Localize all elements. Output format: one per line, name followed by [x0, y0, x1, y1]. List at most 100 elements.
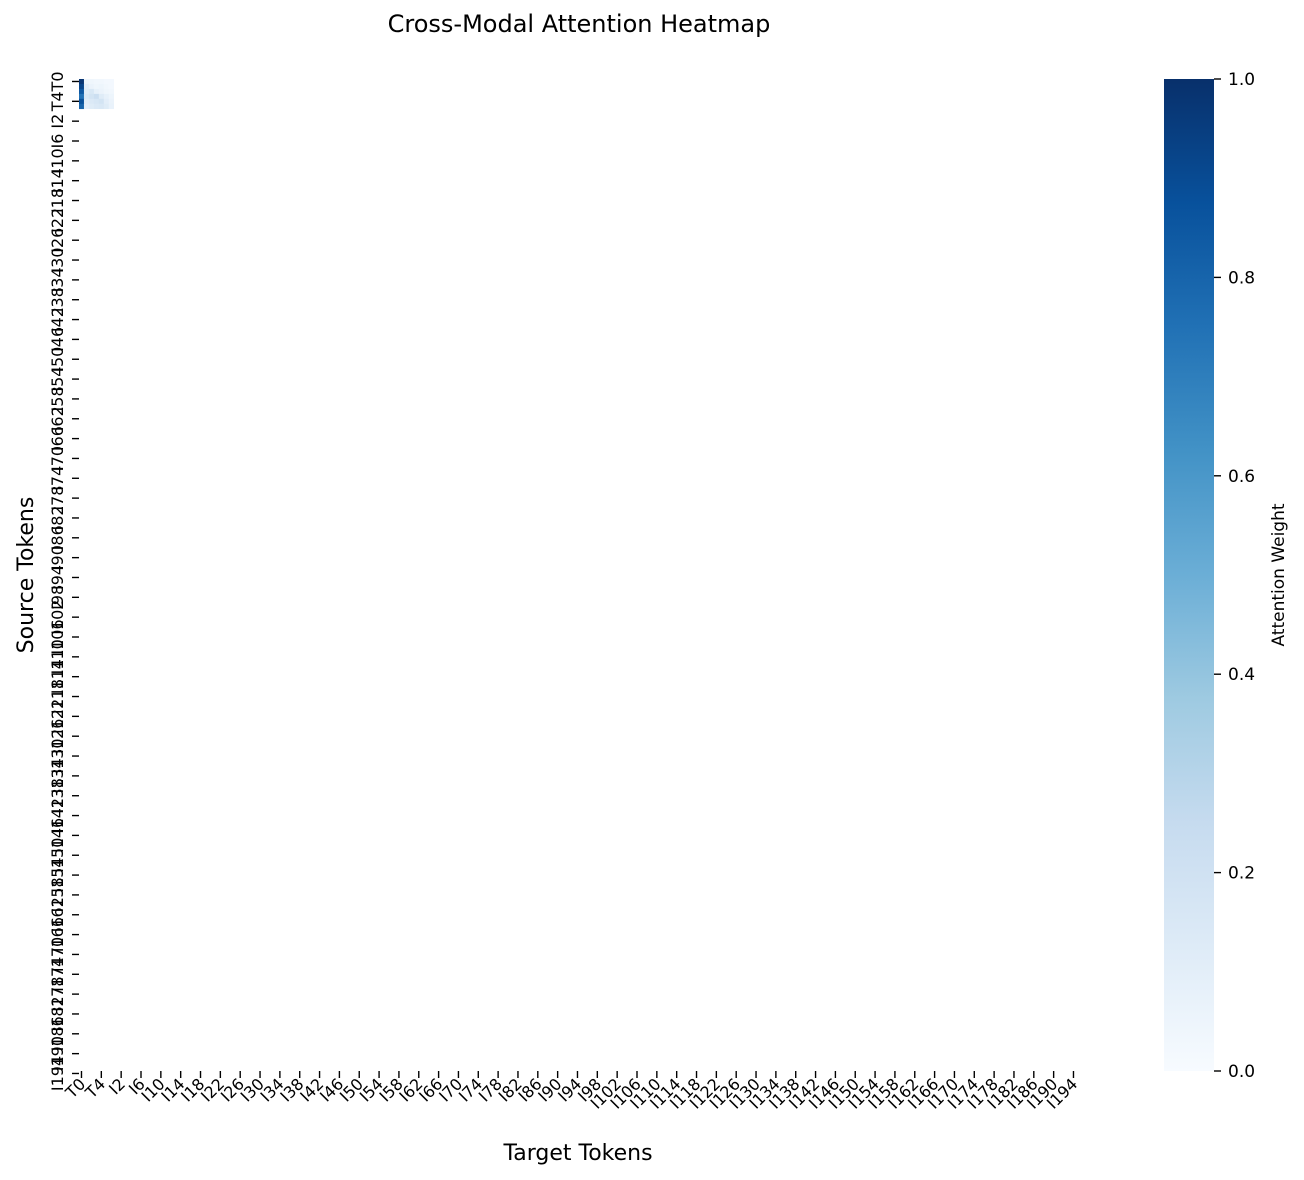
y-tick-label: I118: [48, 679, 67, 714]
y-tick-label: I94: [48, 565, 67, 590]
heatmap-cell: [103, 98, 110, 105]
y-tick-label: I158: [48, 877, 67, 912]
heatmap-cell: [79, 83, 85, 90]
y-tick-label: I26: [48, 228, 67, 253]
x-axis-ticks: T0T4I2I6I10I14I18I22I26I30I34I38I42I46I5…: [61, 1071, 1081, 1113]
y-tick-label: I130: [48, 738, 67, 773]
heatmap-cell: [83, 103, 90, 110]
y-axis-ticks: T0T4I2I6I10I14I18I22I26I30I34I38I42I46I5…: [48, 72, 79, 1091]
y-tick-label: I98: [48, 585, 67, 610]
y-tick-label: I182: [48, 996, 67, 1031]
y-tick-label: I114: [48, 659, 67, 694]
y-tick-label: I162: [48, 897, 67, 932]
y-tick-label: I86: [48, 525, 67, 550]
y-tick-label: T4: [48, 91, 67, 112]
heatmap-cell: [88, 103, 95, 110]
y-tick-label: I90: [48, 545, 67, 570]
heatmap-cell: [93, 103, 100, 110]
y-tick-label: I186: [48, 1016, 67, 1051]
heatmap-cell: [83, 93, 90, 100]
heatmap-cell: [108, 93, 115, 100]
y-tick-label: T0: [48, 72, 67, 93]
heatmap-cell: [88, 88, 95, 95]
y-tick-label: I194: [48, 1056, 67, 1091]
y-tick-label: I82: [48, 505, 67, 530]
y-tick-label: I146: [48, 818, 67, 853]
chart-title: Cross-Modal Attention Heatmap: [387, 10, 771, 38]
heatmap-cell: [79, 88, 85, 95]
y-tick-label: I154: [48, 857, 67, 892]
y-tick-label: I6: [48, 134, 67, 149]
y-tick-label: I142: [48, 798, 67, 833]
y-tick-label: I14: [48, 168, 67, 193]
heatmap-cell: [88, 93, 95, 100]
heatmap-cell: [108, 83, 115, 90]
y-tick-label: I38: [48, 287, 67, 312]
y-tick-label: I34: [48, 267, 67, 292]
heatmap-cell: [83, 79, 90, 85]
colorbar-tick-label: 0.2: [1228, 864, 1255, 884]
heatmap-cell: [108, 88, 115, 95]
colorbar-tick-label: 0.0: [1228, 1062, 1255, 1082]
heatmap-cell: [103, 93, 110, 100]
y-tick-label: I106: [48, 619, 67, 654]
y-tick-label: I42: [48, 307, 67, 332]
heatmap-cell: [98, 98, 105, 105]
y-tick-label: I70: [48, 446, 67, 471]
heatmap-cell: [83, 83, 90, 90]
heatmap-cell: [98, 88, 105, 95]
heatmap-cell: [83, 88, 90, 95]
heatmap-cell: [88, 83, 95, 90]
heatmap-cell: [108, 79, 115, 85]
y-tick-label: I122: [48, 699, 67, 734]
y-tick-label: I50: [48, 347, 67, 372]
y-tick-label: I102: [48, 600, 67, 635]
heatmap-cell: [103, 103, 110, 110]
y-tick-label: I10: [48, 148, 67, 173]
heatmap-cell: [98, 103, 105, 110]
heatmap-cell: [103, 79, 110, 85]
y-tick-label: I174: [48, 957, 67, 992]
y-tick-label: I178: [48, 976, 67, 1011]
y-tick-label: I110: [48, 639, 67, 674]
colorbar: [1164, 79, 1214, 1071]
x-axis-label: Target Tokens: [502, 1141, 652, 1166]
colorbar-label: Attention Weight: [1269, 503, 1289, 646]
y-tick-label: I54: [48, 367, 67, 392]
y-tick-label: I2: [48, 114, 67, 129]
colorbar-tick-label: 1.0: [1228, 70, 1255, 90]
heatmap-cell: [93, 88, 100, 95]
heatmap-cell: [98, 93, 105, 100]
colorbar-tick-label: 0.4: [1228, 665, 1255, 685]
heatmap-cell: [79, 98, 85, 105]
y-tick-label: I170: [48, 937, 67, 972]
heatmap-cell: [108, 98, 115, 105]
colorbar-tick-label: 0.8: [1228, 268, 1255, 288]
y-tick-label: I30: [48, 248, 67, 273]
heatmap-cell: [98, 83, 105, 90]
heatmap-cell: [93, 93, 100, 100]
y-tick-label: I150: [48, 838, 67, 873]
heatmap-cells: [79, 79, 115, 110]
heatmap-cell: [79, 93, 85, 100]
x-tick-label: T4: [81, 1074, 109, 1102]
colorbar-tick-label: 0.6: [1228, 467, 1255, 487]
heatmap-cell: [103, 88, 110, 95]
y-tick-label: I22: [48, 208, 67, 233]
y-tick-label: I66: [48, 426, 67, 451]
y-tick-label: I126: [48, 719, 67, 754]
heatmap-cell: [79, 103, 85, 110]
y-tick-label: I18: [48, 188, 67, 213]
y-tick-label: I190: [48, 1036, 67, 1071]
heatmap-cell: [88, 79, 95, 85]
heatmap-cell: [88, 98, 95, 105]
heatmap-cell: [93, 79, 100, 85]
y-tick-label: I46: [48, 327, 67, 352]
heatmap-cell: [98, 79, 105, 85]
y-tick-label: I134: [48, 758, 67, 793]
heatmap-cell: [93, 83, 100, 90]
y-tick-label: I78: [48, 486, 67, 511]
heatmap-cell: [79, 79, 85, 85]
y-tick-label: I166: [48, 917, 67, 952]
